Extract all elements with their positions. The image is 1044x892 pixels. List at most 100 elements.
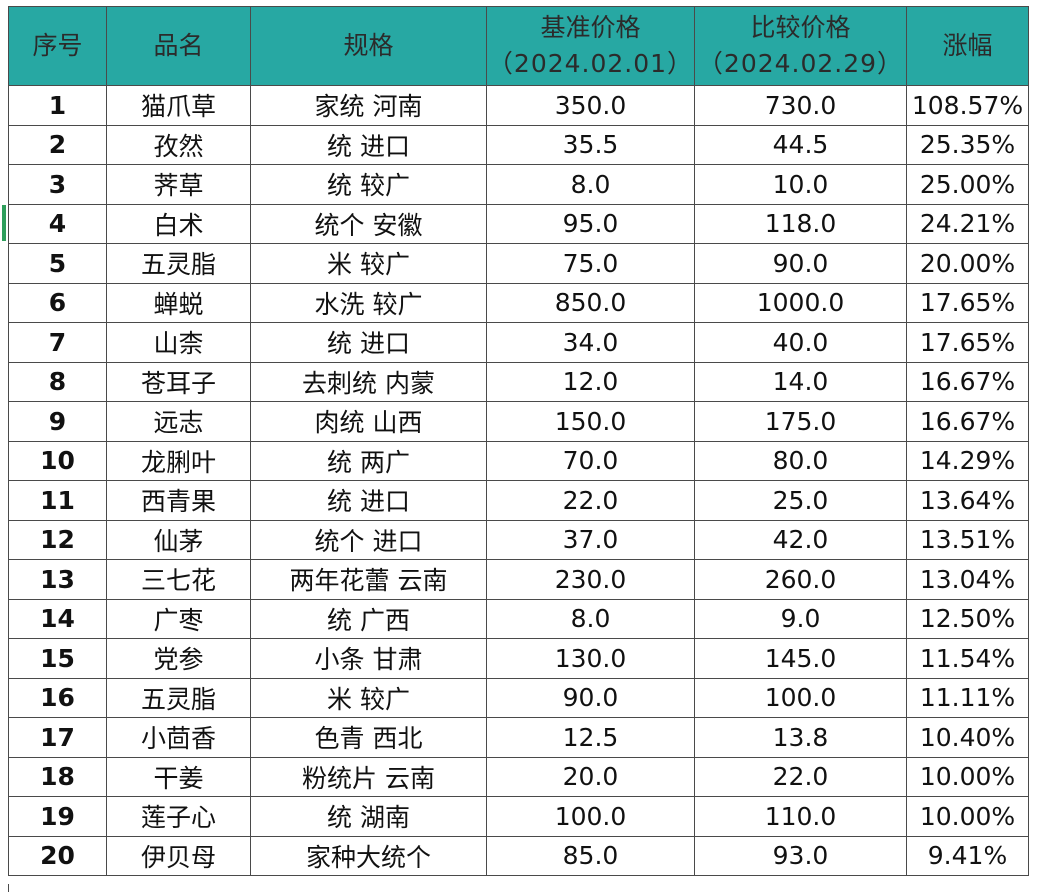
cell-change[interactable]: 11.54% <box>906 638 1029 679</box>
cell-base-price[interactable]: 150.0 <box>486 401 695 442</box>
cell-compare-price[interactable]: 93.0 <box>694 835 907 876</box>
cell-change[interactable]: 20.00% <box>906 243 1029 284</box>
cell-no[interactable]: 18 <box>8 756 107 797</box>
cell-no[interactable]: 15 <box>8 638 107 679</box>
cell-no[interactable]: 2 <box>8 124 107 165</box>
cell-change[interactable]: 16.67% <box>906 401 1029 442</box>
cell-spec[interactable]: 统 两广 <box>250 440 487 481</box>
cell-no[interactable]: 3 <box>8 164 107 205</box>
cell-base-price[interactable]: 100.0 <box>486 796 695 837</box>
cell-spec[interactable]: 米 较广 <box>250 677 487 718</box>
cell-spec[interactable]: 粉统片 云南 <box>250 756 487 797</box>
cell-compare-price[interactable]: 100.0 <box>694 677 907 718</box>
cell-base-price[interactable]: 8.0 <box>486 598 695 639</box>
cell-name[interactable]: 远志 <box>106 401 251 442</box>
cell-no[interactable]: 5 <box>8 243 107 284</box>
cell-change[interactable]: 24.21% <box>906 203 1029 244</box>
header-name[interactable]: 品名 <box>106 6 251 86</box>
cell-name[interactable]: 干姜 <box>106 756 251 797</box>
cell-change[interactable]: 13.64% <box>906 480 1029 521</box>
cell-base-price[interactable]: 850.0 <box>486 282 695 323</box>
cell-base-price[interactable]: 20.0 <box>486 756 695 797</box>
cell-spec[interactable]: 统 湖南 <box>250 796 487 837</box>
cell-name[interactable]: 党参 <box>106 638 251 679</box>
cell-name[interactable]: 伊贝母 <box>106 835 251 876</box>
cell-spec[interactable]: 家统 河南 <box>250 85 487 126</box>
cell-compare-price[interactable]: 10.0 <box>694 164 907 205</box>
cell-change[interactable]: 17.65% <box>906 282 1029 323</box>
cell-base-price[interactable]: 130.0 <box>486 638 695 679</box>
cell-spec[interactable]: 肉统 山西 <box>250 401 487 442</box>
cell-spec[interactable]: 统 进口 <box>250 322 487 363</box>
cell-name[interactable]: 山柰 <box>106 322 251 363</box>
cell-spec[interactable]: 统 进口 <box>250 124 487 165</box>
cell-change[interactable]: 25.00% <box>906 164 1029 205</box>
cell-change[interactable]: 11.11% <box>906 677 1029 718</box>
cell-base-price[interactable]: 8.0 <box>486 164 695 205</box>
header-change[interactable]: 涨幅 <box>906 6 1029 86</box>
cell-base-price[interactable]: 35.5 <box>486 124 695 165</box>
cell-no[interactable]: 8 <box>8 361 107 402</box>
cell-compare-price[interactable]: 9.0 <box>694 598 907 639</box>
cell-base-price[interactable]: 12.0 <box>486 361 695 402</box>
cell-compare-price[interactable]: 1000.0 <box>694 282 907 323</box>
cell-compare-price[interactable]: 25.0 <box>694 480 907 521</box>
cell-no[interactable]: 1 <box>8 85 107 126</box>
cell-name[interactable]: 莲子心 <box>106 796 251 837</box>
cell-change[interactable]: 10.00% <box>906 756 1029 797</box>
cell-no[interactable]: 6 <box>8 282 107 323</box>
cell-no[interactable]: 14 <box>8 598 107 639</box>
cell-no[interactable]: 16 <box>8 677 107 718</box>
cell-change[interactable]: 9.41% <box>906 835 1029 876</box>
cell-spec[interactable]: 水洗 较广 <box>250 282 487 323</box>
cell-name[interactable]: 仙茅 <box>106 519 251 560</box>
cell-spec[interactable]: 米 较广 <box>250 243 487 284</box>
cell-compare-price[interactable]: 175.0 <box>694 401 907 442</box>
cell-change[interactable]: 14.29% <box>906 440 1029 481</box>
cell-name[interactable]: 猫爪草 <box>106 85 251 126</box>
cell-compare-price[interactable]: 118.0 <box>694 203 907 244</box>
cell-compare-price[interactable]: 44.5 <box>694 124 907 165</box>
cell-base-price[interactable]: 230.0 <box>486 559 695 600</box>
cell-name[interactable]: 龙脷叶 <box>106 440 251 481</box>
cell-spec[interactable]: 两年花蕾 云南 <box>250 559 487 600</box>
cell-name[interactable]: 五灵脂 <box>106 243 251 284</box>
cell-spec[interactable]: 统 进口 <box>250 480 487 521</box>
header-spec[interactable]: 规格 <box>250 6 487 86</box>
cell-base-price[interactable]: 95.0 <box>486 203 695 244</box>
cell-change[interactable]: 10.00% <box>906 796 1029 837</box>
cell-no[interactable]: 7 <box>8 322 107 363</box>
cell-name[interactable]: 荠草 <box>106 164 251 205</box>
cell-spec[interactable]: 去刺统 内蒙 <box>250 361 487 402</box>
cell-base-price[interactable]: 70.0 <box>486 440 695 481</box>
cell-spec[interactable]: 色青 西北 <box>250 717 487 758</box>
cell-change[interactable]: 13.51% <box>906 519 1029 560</box>
cell-change[interactable]: 108.57% <box>906 85 1029 126</box>
cell-compare-price[interactable]: 13.8 <box>694 717 907 758</box>
cell-change[interactable]: 10.40% <box>906 717 1029 758</box>
cell-base-price[interactable]: 75.0 <box>486 243 695 284</box>
cell-no[interactable]: 13 <box>8 559 107 600</box>
cell-compare-price[interactable]: 730.0 <box>694 85 907 126</box>
cell-spec[interactable]: 统个 进口 <box>250 519 487 560</box>
cell-name[interactable]: 蝉蜕 <box>106 282 251 323</box>
header-base-price[interactable]: 基准价格 （2024.02.01） <box>486 6 695 86</box>
cell-spec[interactable]: 统 广西 <box>250 598 487 639</box>
cell-spec[interactable]: 统 较广 <box>250 164 487 205</box>
cell-no[interactable]: 12 <box>8 519 107 560</box>
cell-name[interactable]: 孜然 <box>106 124 251 165</box>
cell-name[interactable]: 小茴香 <box>106 717 251 758</box>
cell-compare-price[interactable]: 110.0 <box>694 796 907 837</box>
cell-name[interactable]: 三七花 <box>106 559 251 600</box>
cell-compare-price[interactable]: 22.0 <box>694 756 907 797</box>
cell-spec[interactable]: 家种大统个 <box>250 835 487 876</box>
cell-spec[interactable]: 小条 甘肃 <box>250 638 487 679</box>
cell-change[interactable]: 17.65% <box>906 322 1029 363</box>
cell-base-price[interactable]: 90.0 <box>486 677 695 718</box>
cell-compare-price[interactable]: 80.0 <box>694 440 907 481</box>
cell-base-price[interactable]: 34.0 <box>486 322 695 363</box>
cell-name[interactable]: 西青果 <box>106 480 251 521</box>
cell-name[interactable]: 五灵脂 <box>106 677 251 718</box>
cell-compare-price[interactable]: 40.0 <box>694 322 907 363</box>
cell-no[interactable]: 10 <box>8 440 107 481</box>
